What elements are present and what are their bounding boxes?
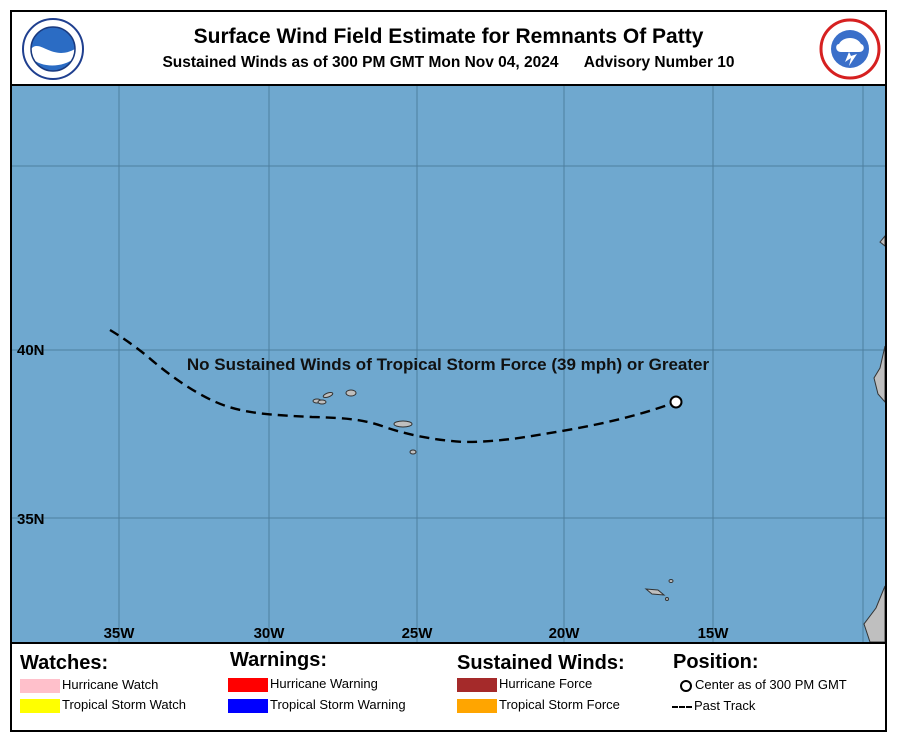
ts-force-label: Tropical Storm Force (499, 697, 620, 712)
lat-label-35n: 35N (17, 511, 45, 528)
hurricane-watch-swatch (20, 678, 60, 693)
lon-label-30w: 30W (254, 625, 286, 642)
ts-warning-label: Tropical Storm Warning (270, 697, 406, 712)
map-panel: No Sustained Winds of Tropical Storm For… (12, 84, 885, 644)
legend: Watches: Hurricane Watch Tropical Storm … (12, 644, 885, 730)
past-track-line (109, 328, 677, 444)
legend-winds-heading: Sustained Winds: (457, 652, 625, 674)
legend-hurricane-warning: Hurricane Warning (228, 676, 378, 692)
azores-island-1 (322, 391, 334, 399)
legend-past-track: Past Track (672, 698, 755, 714)
header: Surface Wind Field Estimate for Remnants… (12, 12, 885, 84)
lat-label-40n: 40N (17, 342, 45, 359)
azores-island-4 (345, 389, 357, 397)
iberia-coast (873, 345, 885, 403)
hurricane-warning-label: Hurricane Warning (270, 676, 378, 691)
porto-santo-island (668, 579, 674, 583)
legend-hurricane-watch: Hurricane Watch (20, 677, 158, 693)
graticule (12, 86, 885, 642)
coast-north (879, 235, 885, 247)
hurricane-force-swatch (457, 677, 497, 692)
africa-coast (863, 585, 885, 642)
ts-watch-swatch (20, 698, 60, 713)
ts-force-swatch (457, 698, 497, 713)
legend-warnings-heading: Warnings: (230, 649, 328, 671)
map-canvas: No Sustained Winds of Tropical Storm For… (12, 86, 885, 642)
legend-ts-watch: Tropical Storm Watch (20, 697, 186, 713)
center-label: Center as of 300 PM GMT (695, 677, 847, 692)
past-track-label: Past Track (694, 698, 756, 713)
noaa-logo-icon (22, 18, 84, 80)
legend-hurricane-force: Hurricane Force (457, 676, 592, 692)
legend-ts-force: Tropical Storm Force (457, 697, 620, 713)
lon-label-25w: 25W (402, 625, 434, 642)
hurricane-warning-swatch (228, 677, 268, 692)
ocean (12, 86, 885, 642)
azores-sao-miguel (393, 420, 413, 428)
legend-position-heading: Position: (673, 651, 759, 673)
lon-label-35w: 35W (104, 625, 136, 642)
azores-santa-maria (409, 449, 417, 455)
legend-center: Center as of 300 PM GMT (680, 677, 847, 693)
map-title: Surface Wind Field Estimate for Remnants… (193, 25, 704, 48)
storm-center-marker (669, 395, 683, 409)
nws-logo-icon (819, 18, 881, 80)
past-track-icon (672, 705, 692, 708)
land (312, 235, 885, 642)
desertas-island (665, 597, 669, 601)
ts-warning-swatch (228, 698, 268, 713)
lon-label-20w: 20W (549, 625, 581, 642)
hurricane-force-label: Hurricane Force (499, 676, 593, 691)
legend-ts-warning: Tropical Storm Warning (228, 697, 406, 713)
ts-watch-label: Tropical Storm Watch (62, 697, 187, 712)
madeira-island (644, 588, 666, 596)
map-subtitle: Sustained Winds as of 300 PM GMT Mon Nov… (162, 54, 735, 71)
no-ts-winds-message: No Sustained Winds of Tropical Storm For… (187, 355, 710, 374)
lon-label-15w: 15W (698, 625, 730, 642)
hurricane-watch-label: Hurricane Watch (62, 677, 159, 692)
center-marker-icon (680, 679, 692, 692)
legend-watches-heading: Watches: (20, 652, 109, 674)
azores-island-3 (317, 399, 327, 405)
